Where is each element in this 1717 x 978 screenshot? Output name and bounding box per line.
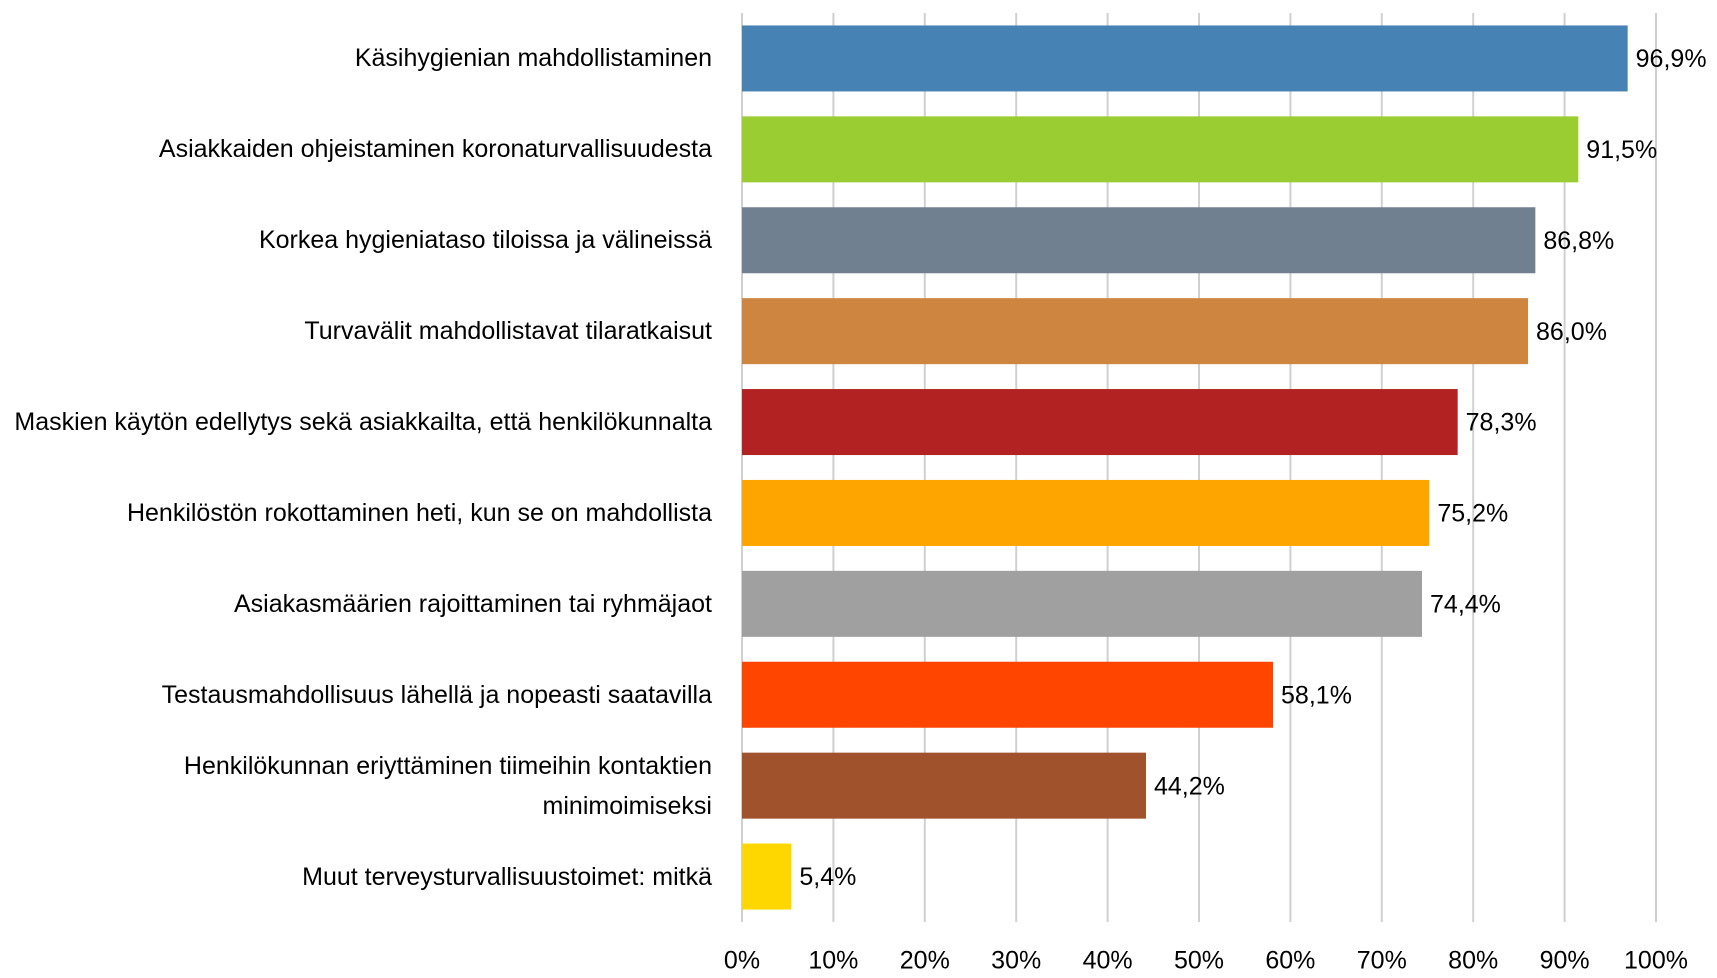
bar [742, 389, 1458, 456]
x-tick-label: 10% [808, 947, 858, 975]
x-tick-label: 20% [900, 947, 950, 975]
x-tick-label: 70% [1357, 947, 1407, 975]
value-label: 91,5% [1586, 136, 1657, 164]
bar [742, 752, 1146, 819]
x-tick-label: 80% [1448, 947, 1498, 975]
x-tick-label: 90% [1540, 947, 1590, 975]
category-label: Testausmahdollisuus lähellä ja nopeasti … [161, 680, 712, 709]
category-label: Muut terveysturvallisuustoimet: mitkä [302, 862, 712, 891]
x-tick-label: 40% [1083, 947, 1133, 975]
category-label: Maskien käytön edellytys sekä asiakkailt… [14, 408, 712, 437]
bar [742, 570, 1423, 637]
value-label: 74,4% [1430, 590, 1501, 618]
value-label: 78,3% [1466, 409, 1537, 437]
value-label: 86,8% [1543, 227, 1614, 255]
category-label: Käsihygienian mahdollistaminen [354, 44, 712, 73]
category-label: Henkilökunnan eriyttäminen tiimeihin kon… [183, 751, 712, 820]
category-label: Asiakkaiden ohjeistaminen koronaturvalli… [158, 135, 712, 164]
bar [742, 843, 792, 910]
category-label: Asiakasmäärien rajoittaminen tai ryhmäja… [234, 589, 712, 618]
value-label: 86,0% [1536, 318, 1607, 346]
value-label: 44,2% [1154, 772, 1225, 800]
bar [742, 479, 1430, 546]
value-label: 5,4% [799, 863, 856, 891]
x-tick-label: 0% [724, 947, 760, 975]
value-label: 96,9% [1636, 45, 1707, 73]
bar [742, 116, 1579, 183]
bar [742, 25, 1628, 92]
bar [742, 207, 1536, 274]
value-label: 58,1% [1281, 681, 1352, 709]
bar [742, 661, 1274, 728]
x-tick-label: 100% [1624, 947, 1688, 975]
x-tick-label: 30% [991, 947, 1041, 975]
category-label: Henkilöstön rokottaminen heti, kun se on… [126, 498, 712, 527]
x-tick-label: 60% [1265, 947, 1315, 975]
category-label: Turvavälit mahdollistavat tilaratkaisut [304, 317, 712, 346]
bar [742, 298, 1529, 365]
category-label: Korkea hygieniataso tiloissa ja välineis… [258, 226, 712, 255]
value-label: 75,2% [1437, 500, 1508, 528]
x-tick-label: 50% [1174, 947, 1224, 975]
